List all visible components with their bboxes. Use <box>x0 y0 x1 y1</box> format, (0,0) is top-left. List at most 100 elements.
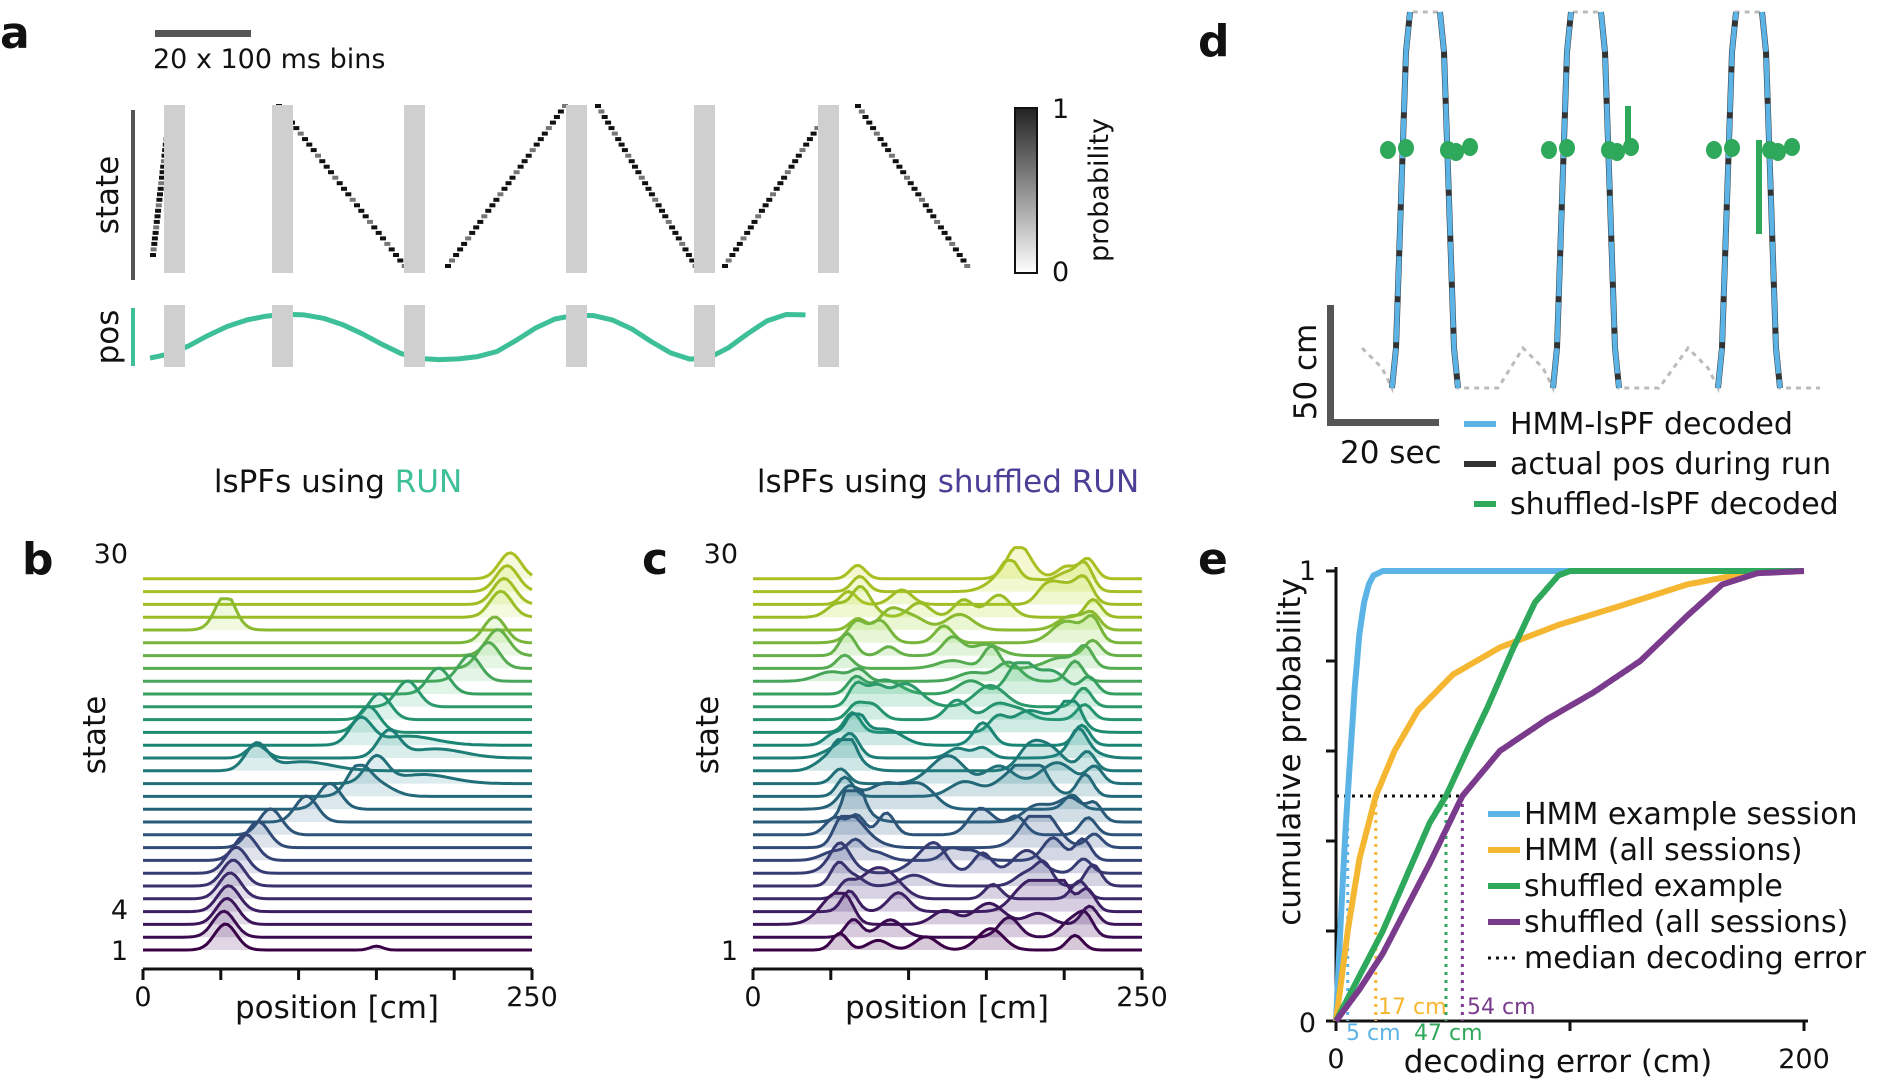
heatmap-cell <box>465 236 472 241</box>
ridge-line <box>753 806 1142 837</box>
heatmap-cell <box>517 164 524 169</box>
panel-d-label: d <box>1198 16 1230 67</box>
heatmap-cell <box>469 230 476 235</box>
heatmap-cell <box>525 153 532 158</box>
heatmap-cell <box>473 225 480 230</box>
heatmap-cell <box>885 148 892 153</box>
ridge-line <box>753 726 1142 760</box>
ridge-line <box>143 679 532 709</box>
heatmap-cell <box>672 230 679 235</box>
hmm-decoded-trace <box>1759 11 1783 389</box>
panel-d: d 50 cm 20 sec HMM-lsPF decoded actual p… <box>1198 10 1839 522</box>
panel-b-title-prefix: lsPFs using <box>214 464 395 500</box>
ridge-line <box>753 836 1142 862</box>
heatmap-cell <box>380 236 386 241</box>
ridge-line <box>143 564 533 594</box>
gap-bar-state <box>818 105 839 273</box>
heatmap-cell <box>638 175 645 180</box>
heatmap-cell <box>598 109 605 114</box>
gap-bar-pos <box>566 305 587 367</box>
ridge-fill <box>753 782 1142 810</box>
ridge-fill <box>753 755 1142 784</box>
ridge-fill <box>143 617 532 643</box>
panel-a-pos-label: pos <box>90 310 126 365</box>
heatmap-cell <box>153 219 160 224</box>
ridge-line <box>143 753 532 786</box>
heatmap-cell <box>367 219 373 224</box>
heatmap-cell <box>445 264 451 268</box>
gap-bar-state <box>694 105 715 273</box>
panel-e-cdf-curves <box>1333 568 1805 1023</box>
ridge-fill <box>143 578 532 605</box>
heatmap-cell <box>784 170 791 175</box>
shuffled-decoded-blob <box>1784 138 1800 156</box>
ridge-line <box>143 807 532 837</box>
heatmap-cell <box>751 219 758 224</box>
heatmap-cell <box>354 203 360 208</box>
heatmap-cell <box>453 253 460 257</box>
heatmap-cell <box>900 170 907 175</box>
ridge-line <box>753 614 1142 645</box>
ridge-fill <box>753 790 1142 822</box>
ridge-fill <box>753 661 1142 682</box>
heatmap-cell <box>310 148 317 153</box>
panel-b-xlabel: position [cm] <box>235 990 439 1026</box>
panel-e-label: e <box>1198 534 1228 585</box>
actual-position-gap-trace <box>1360 10 1820 394</box>
heatmap-cell <box>956 253 963 257</box>
heatmap-cell <box>150 253 156 257</box>
ridge-line <box>753 909 1142 939</box>
ridge-fill <box>753 739 1142 771</box>
heatmap-cell <box>481 214 488 219</box>
panel-e-legend-4: median decoding error <box>1524 941 1867 976</box>
heatmap-cell <box>669 225 676 230</box>
panel-b-x-ticks <box>141 969 534 980</box>
panel-e-xtick-200: 200 <box>1778 1044 1830 1075</box>
ridge-line <box>143 909 532 939</box>
ridge-line <box>143 728 532 760</box>
panel-c-title: lsPFs using shuffled RUN <box>757 464 1139 500</box>
heatmap-cell <box>642 181 649 186</box>
panel-b-xtick-250: 250 <box>506 982 558 1013</box>
shuffled-decoded-blob <box>1770 143 1786 161</box>
heatmap-cell <box>806 137 813 142</box>
hmm-decoded-trace <box>1715 11 1739 389</box>
heatmap-cell <box>881 142 888 147</box>
heatmap-cell <box>781 175 788 180</box>
heatmap-cell <box>729 253 736 257</box>
heatmap-cell <box>762 203 769 208</box>
heatmap-cell <box>341 186 347 191</box>
gap-bar-pos <box>404 305 425 367</box>
heatmap-cell <box>153 225 160 230</box>
heatmap-cell <box>541 131 548 136</box>
ridge-fill <box>143 729 532 758</box>
heatmap-cell <box>306 142 313 147</box>
heatmap-cell <box>926 208 933 213</box>
heatmap-cell <box>907 181 914 186</box>
gap-bar-state <box>164 105 185 273</box>
ridge-line <box>143 615 533 645</box>
heatmap-cell <box>685 253 692 257</box>
heatmap-cell <box>315 153 321 158</box>
heatmap-cell <box>810 131 817 136</box>
ridge-fill <box>753 808 1142 835</box>
heatmap-cell <box>770 192 776 197</box>
panel-e-ytick-1: 1 <box>1299 556 1316 587</box>
panel-d-vertical-scalebar <box>1327 305 1334 425</box>
panel-d-decoding-traces <box>1360 10 1820 394</box>
ridge-fill <box>143 598 532 630</box>
heatmap-cell <box>159 170 166 175</box>
panel-e: e cumulative probability 1 0 0 200 decod… <box>1198 534 1867 1080</box>
ridge-line <box>753 558 1142 594</box>
heatmap-cell <box>911 186 918 191</box>
heatmap-cell <box>477 219 484 224</box>
shuffled-decoded-blob <box>1541 141 1557 159</box>
panel-d-legend-actual: actual pos during run <box>1510 447 1831 482</box>
ridge-line <box>143 781 532 811</box>
panel-d-scalebar-x-label: 20 sec <box>1340 435 1442 471</box>
panel-e-legend-2: shuffled example <box>1524 869 1783 904</box>
heatmap-cell <box>553 115 560 119</box>
heatmap-cell <box>945 236 952 241</box>
panel-c-ylabel: state <box>690 696 726 775</box>
heatmap-cell <box>675 236 682 241</box>
